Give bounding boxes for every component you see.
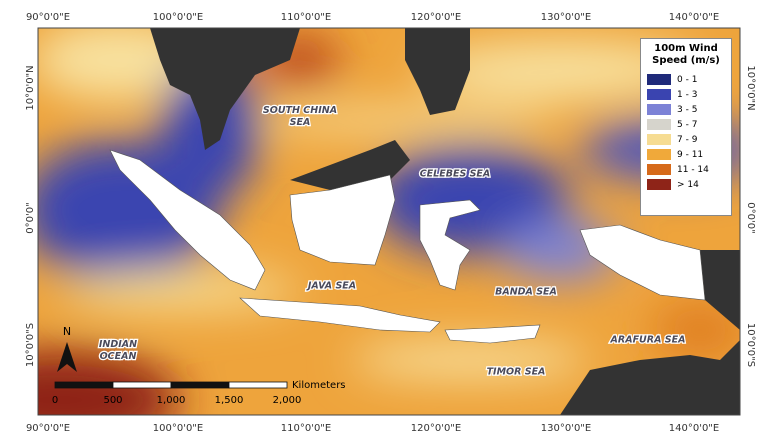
x-coord-top: 120°0'0"E [411,12,461,23]
scale-label: 500 [103,395,122,406]
legend: 100m Wind Speed (m/s) 0 - 1 1 - 3 3 - 5 5 -… [640,38,732,216]
y-coord-right: 10°0'0"N [745,65,756,110]
x-coord-top: 100°0'0"E [153,12,203,23]
legend-title: 100m Wind Speed (m/s) [652,43,720,66]
scale-label: 2,000 [273,395,302,406]
legend-label: > 14 [677,179,699,190]
x-coord-top: 140°0'0"E [669,12,719,23]
x-coord-bottom: 90°0'0"E [26,423,70,434]
legend-swatch [647,104,671,115]
sea-label: BANDA SEA [495,287,557,298]
legend-label: 7 - 9 [677,134,698,145]
scale-unit: Kilometers [292,380,346,391]
legend-label: 1 - 3 [677,89,698,100]
sea-label: CELEBES SEA [420,169,491,180]
scale-segment [54,381,114,389]
legend-swatch [647,74,671,85]
x-coord-top: 90°0'0"E [26,12,70,23]
legend-item: 5 - 7 [647,117,725,132]
x-coord-top: 110°0'0"E [281,12,331,23]
legend-label: 11 - 14 [677,164,709,175]
legend-item: 0 - 1 [647,72,725,87]
scale-label: 0 [52,395,58,406]
sea-label: INDIAN OCEAN [99,339,137,362]
legend-label: 3 - 5 [677,104,698,115]
legend-item: > 14 [647,177,725,192]
x-coord-bottom: 120°0'0"E [411,423,461,434]
legend-swatch [647,179,671,190]
legend-swatch [647,134,671,145]
legend-item: 1 - 3 [647,87,725,102]
x-coord-bottom: 110°0'0"E [281,423,331,434]
scale-label: 1,500 [215,395,244,406]
sea-label: ARAFURA SEA [610,335,686,346]
legend-label: 5 - 7 [677,119,698,130]
y-coord-left: 0°0'0" [25,202,36,233]
legend-item: 11 - 14 [647,162,725,177]
legend-swatch [647,164,671,175]
x-coord-bottom: 140°0'0"E [669,423,719,434]
legend-swatch [647,149,671,160]
wind-raster [38,28,740,415]
sea-label: JAVA SEA [306,281,356,292]
legend-label: 0 - 1 [677,74,698,85]
y-coord-left: 10°0'0"N [25,65,36,110]
sea-label: TIMOR SEA [487,367,546,378]
y-coord-left: 10°0'0"S [25,323,36,367]
legend-item: 9 - 11 [647,147,725,162]
scale-segment [228,381,288,389]
scale-segment [170,381,230,389]
legend-items: 0 - 1 1 - 3 3 - 5 5 - 7 7 - 9 9 - 11 11 - 14 > … [647,72,725,192]
north-label: N [63,325,71,338]
labels: 90°0'0"E 90°0'0"E 100°0'0"E 100°0'0"E 110°0'… [25,12,756,434]
y-coord-right: 10°0'0"S [745,323,756,367]
legend-label: 9 - 11 [677,149,704,160]
legend-item: 3 - 5 [647,102,725,117]
x-coord-bottom: 130°0'0"E [541,423,591,434]
x-coord-bottom: 100°0'0"E [153,423,203,434]
land-indonesia [109,149,706,344]
map-frame [37,27,741,416]
north-arrow [57,342,77,372]
legend-item: 7 - 9 [647,132,725,147]
x-coord-top: 130°0'0"E [541,12,591,23]
scale-label: 1,000 [157,395,186,406]
y-coord-right: 0°0'0" [745,202,756,233]
scale-segment [112,381,172,389]
sea-label: SOUTH CHINA SEA [263,105,337,128]
legend-swatch [647,89,671,100]
land-dark [150,28,740,415]
legend-swatch [647,119,671,130]
